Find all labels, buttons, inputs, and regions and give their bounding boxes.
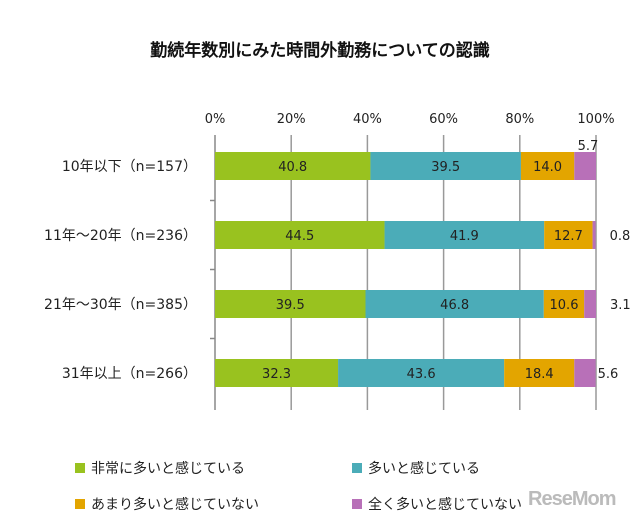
x-tick-label: 100% bbox=[577, 112, 614, 127]
legend-swatch bbox=[75, 463, 85, 473]
bar-segment bbox=[384, 221, 545, 249]
bar-segment bbox=[365, 290, 544, 318]
data-label: 12.7 bbox=[554, 229, 583, 244]
legend-item-0: 非常に多いと感じている bbox=[75, 458, 245, 478]
data-label: 14.0 bbox=[533, 160, 562, 175]
data-label: 41.9 bbox=[450, 229, 479, 244]
data-label: 10.6 bbox=[550, 298, 579, 313]
watermark-logo: ReseMom bbox=[528, 488, 616, 510]
legend-item-1: 多いと感じている bbox=[352, 458, 480, 478]
legend-label: 非常に多いと感じている bbox=[91, 461, 245, 477]
legend-swatch bbox=[352, 463, 362, 473]
category-label: 21年～30年（n=385） bbox=[44, 297, 197, 313]
legend-label: 全く多いと感じていない bbox=[368, 497, 522, 513]
bar-segment bbox=[592, 221, 596, 249]
bar-segment bbox=[543, 290, 585, 318]
data-label: 5.7 bbox=[578, 139, 599, 154]
data-label: 44.5 bbox=[285, 229, 314, 244]
bar-segment bbox=[574, 152, 596, 180]
x-tick-label: 20% bbox=[277, 112, 306, 127]
bar-segment bbox=[338, 359, 505, 387]
bar-segment bbox=[215, 290, 366, 318]
x-tick-label: 40% bbox=[353, 112, 382, 127]
data-label: 39.5 bbox=[276, 298, 305, 313]
bar-segment bbox=[584, 290, 596, 318]
legend-item-2: あまり多いと感じていない bbox=[75, 494, 259, 514]
category-label: 10年以下（n=157） bbox=[62, 159, 197, 175]
bar-segment bbox=[215, 359, 339, 387]
legend-item-3: 全く多いと感じていない bbox=[352, 494, 522, 514]
category-label: 31年以上（n=266） bbox=[62, 366, 197, 382]
chart-title: 勤続年数別にみた時間外勤務についての認識 bbox=[150, 41, 490, 61]
data-label: 0.8 bbox=[610, 229, 631, 244]
data-label: 32.3 bbox=[262, 367, 291, 382]
x-tick-label: 60% bbox=[429, 112, 458, 127]
category-label: 11年～20年（n=236） bbox=[44, 228, 197, 244]
data-label: 3.1 bbox=[610, 298, 631, 313]
data-label: 39.5 bbox=[431, 160, 460, 175]
data-label: 5.6 bbox=[598, 367, 619, 382]
bar-segment bbox=[370, 152, 521, 180]
bar-segment bbox=[574, 359, 596, 387]
data-label: 40.8 bbox=[278, 160, 307, 175]
legend-label: 多いと感じている bbox=[368, 461, 480, 477]
legend-swatch bbox=[352, 499, 362, 509]
legend-label: あまり多いと感じていない bbox=[91, 497, 259, 513]
bar-segment bbox=[215, 221, 385, 249]
bar-segment bbox=[544, 221, 593, 249]
data-label: 46.8 bbox=[440, 298, 469, 313]
data-label: 43.6 bbox=[407, 367, 436, 382]
bar-segment bbox=[215, 152, 371, 180]
data-label: 18.4 bbox=[525, 367, 554, 382]
x-tick-label: 0% bbox=[205, 112, 226, 127]
bar-segment bbox=[504, 359, 575, 387]
bar-segment bbox=[520, 152, 575, 180]
x-tick-label: 80% bbox=[505, 112, 534, 127]
legend-swatch bbox=[75, 499, 85, 509]
